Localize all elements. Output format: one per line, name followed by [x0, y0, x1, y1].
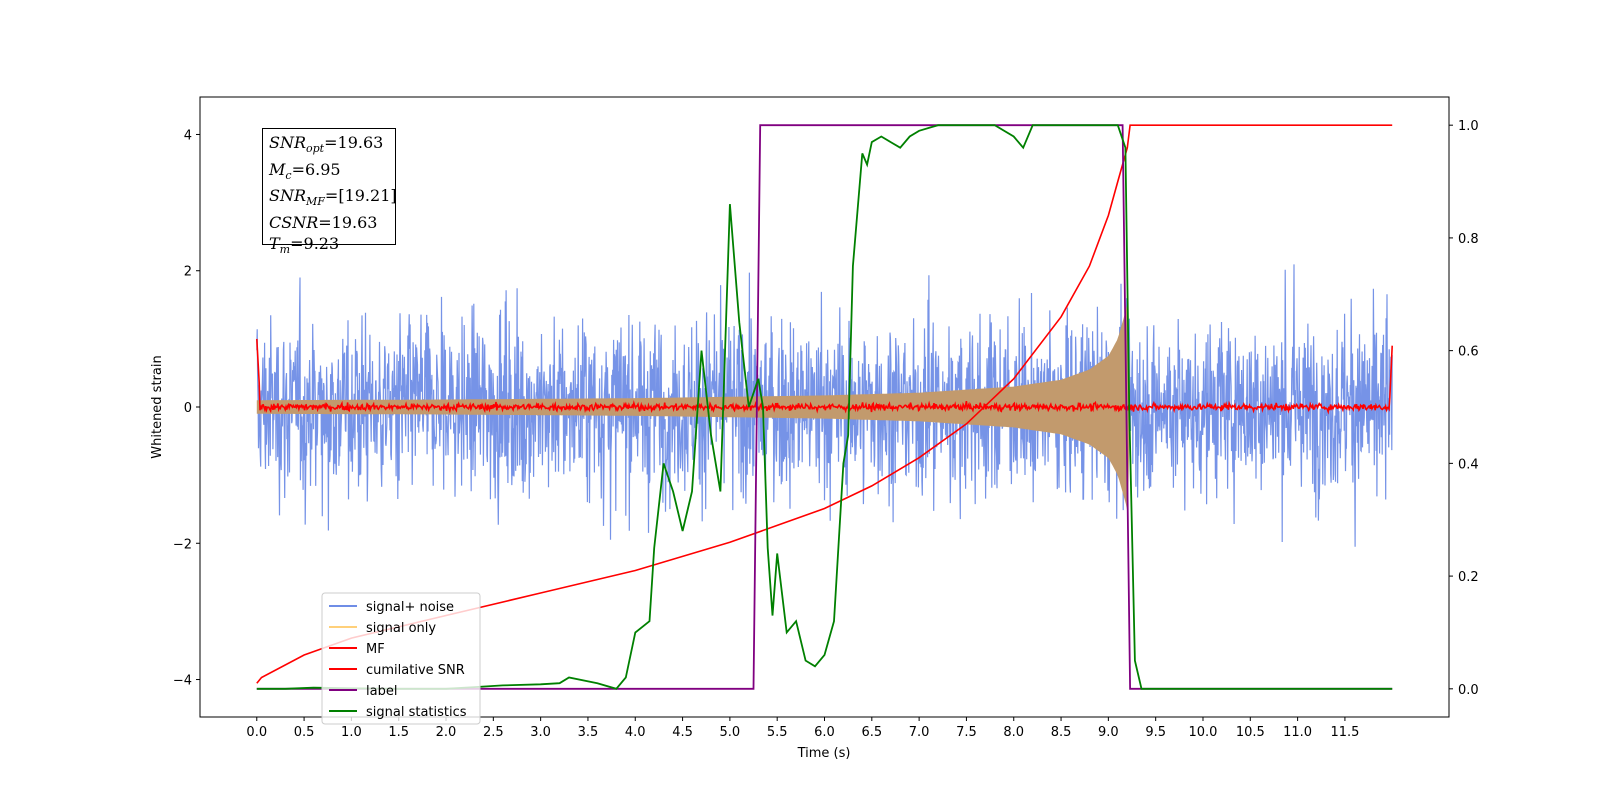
x-tick-label: 5.0 — [720, 725, 741, 740]
x-tick-label: 8.5 — [1051, 725, 1072, 740]
x-tick-label: 7.0 — [909, 725, 930, 740]
y-tick-label: 4 — [184, 128, 192, 143]
y2-tick-label: 0.2 — [1458, 570, 1479, 585]
x-tick-label: 3.5 — [578, 725, 599, 740]
x-tick-label: 9.0 — [1098, 725, 1119, 740]
mc-value: 6.95 — [304, 159, 341, 179]
snr-opt-value: 19.63 — [337, 133, 384, 152]
x-tick-label: 11.0 — [1283, 725, 1312, 740]
snr-annotation-box: SNRopt=19.63 Mc=6.95 SNRMF=[19.21] CSNR=… — [262, 128, 397, 256]
mc-line: Mc=6.95 — [269, 159, 341, 182]
x-tick-label: 10.0 — [1189, 725, 1218, 740]
y2-tick-label: 0.6 — [1458, 345, 1479, 360]
y-tick-label: −2 — [173, 537, 192, 552]
x-tick-label: 4.0 — [625, 725, 646, 740]
tm-value: 9.23 — [303, 233, 340, 253]
y2-tick-label: 0.4 — [1458, 457, 1479, 472]
y-tick-label: −4 — [173, 674, 192, 689]
x-tick-label: 1.5 — [388, 725, 409, 740]
y-tick-label: 2 — [184, 265, 192, 280]
legend-label-mf: MF — [366, 642, 385, 657]
y2-axis-ticks: 0.0 0.2 0.4 0.6 0.8 1.0 — [1449, 119, 1479, 698]
y-axis-label: Whitened strain — [150, 355, 165, 458]
x-tick-label: 2.5 — [483, 725, 504, 740]
y2-tick-label: 0.8 — [1458, 232, 1479, 247]
x-tick-label: 9.5 — [1145, 725, 1166, 740]
legend-box — [321, 592, 481, 725]
x-tick-label: 3.0 — [530, 725, 551, 740]
x-tick-label: 10.5 — [1236, 725, 1265, 740]
signal-plus-noise-series — [256, 264, 1393, 547]
x-tick-label: 4.5 — [672, 725, 693, 740]
x-axis-label: Time (s) — [797, 746, 851, 761]
x-tick-label: 0.5 — [294, 725, 315, 740]
tm-line: Tm=9.23 — [269, 233, 340, 256]
snr-mf-line: SNRMF=[19.21] — [269, 186, 397, 209]
legend-label-cumulative-snr: cumilative SNR — [366, 663, 465, 678]
legend-label-signal-only: signal only — [366, 621, 436, 636]
signal-statistics-series — [256, 124, 1393, 690]
x-tick-label: 11.5 — [1330, 725, 1359, 740]
x-axis-ticks: 0.0 0.5 1.0 1.5 2.0 2.5 3.0 3.5 4.0 4.5 5.0 5.5 6.0 6… — [246, 717, 1359, 740]
y2-tick-label: 0.0 — [1458, 683, 1479, 698]
y-tick-label: 0 — [184, 401, 192, 416]
y2-tick-label: 1.0 — [1458, 119, 1479, 134]
mf-series — [256, 338, 1393, 415]
csnr-value: 19.63 — [331, 213, 378, 233]
x-tick-label: 5.5 — [767, 725, 788, 740]
x-tick-label: 7.5 — [956, 725, 977, 740]
x-tick-label: 1.0 — [341, 725, 362, 740]
x-tick-label: 2.0 — [436, 725, 457, 740]
x-tick-label: 6.5 — [861, 725, 882, 740]
snr-mf-value: [19.21] — [338, 186, 397, 206]
x-tick-label: 0.0 — [246, 725, 267, 740]
y-axis-ticks: −4 −2 0 2 4 — [173, 128, 200, 689]
snr-opt-line: SNRopt=19.63 — [269, 133, 384, 156]
x-tick-label: 8.0 — [1003, 725, 1024, 740]
x-tick-label: 6.0 — [814, 725, 835, 740]
legend-label-signal-statistics: signal statistics — [366, 705, 467, 720]
csnr-line: CSNR=19.63 — [269, 213, 378, 233]
legend-label-label: label — [366, 684, 397, 699]
legend-label-signal-noise: signal+ noise — [366, 600, 454, 615]
legend: signal+ noise signal only MF cumilative … — [321, 592, 481, 725]
